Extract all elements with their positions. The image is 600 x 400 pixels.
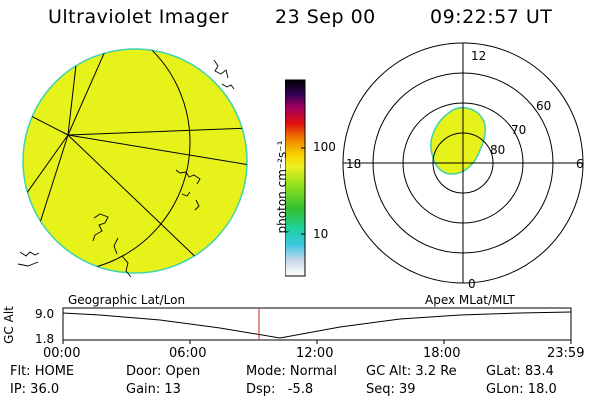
altitude-axis-label: GC Alt [2, 306, 16, 344]
mlt-label-18: 18 [346, 157, 361, 171]
apex-caption: Apex MLat/MLT [425, 293, 515, 307]
ip-value: IP: 36.0 [10, 382, 60, 397]
geo-latitude: GLat: 83.4 [486, 364, 554, 379]
uv-image-disk [22, 48, 248, 274]
flight-status: Flt: HOME [10, 364, 75, 379]
mlt-label-12: 12 [471, 49, 486, 63]
geo-longitude: GLon: 18.0 [486, 382, 557, 397]
mlat-label-60: 60 [536, 99, 551, 113]
mlt-label-6: 6 [576, 157, 584, 171]
mlat-label-80: 80 [490, 143, 505, 157]
mlat-label-70: 70 [511, 123, 526, 137]
gain-value: Gain: 13 [126, 382, 181, 397]
colorbar-tick-100: 100 [313, 140, 336, 154]
app-title: Ultraviolet Imager [48, 6, 230, 28]
time-tick-1800: 18:00 [423, 346, 461, 361]
colorbar [285, 79, 306, 277]
door-status: Door: Open [126, 364, 201, 379]
time-tick-1200: 12:00 [296, 346, 334, 361]
time-tick-0600: 06:00 [169, 346, 207, 361]
altitude-curve [62, 311, 572, 339]
polar-plot: 12 18 6 0 60 70 80 [342, 42, 584, 290]
mode-status: Mode: Normal [246, 364, 337, 379]
altitude-tick-1-8: 1.8 [35, 332, 55, 346]
geographic-image-panel [17, 48, 248, 278]
sequence-value: Seq: 39 [366, 382, 416, 397]
geographic-caption: Geographic Lat/Lon [68, 293, 186, 307]
mlt-label-0: 0 [468, 277, 476, 290]
gc-altitude: GC Alt: 3.2 Re [366, 364, 457, 379]
colorbar-unit-label: photon cm⁻²s⁻¹ [275, 140, 289, 234]
altitude-tick-9: 9.0 [35, 307, 55, 321]
colorbar-tick-10: 10 [313, 227, 329, 241]
altitude-frame [62, 307, 572, 341]
time-tick-0000: 00:00 [43, 346, 81, 361]
auroral-oval [430, 106, 487, 175]
altitude-strip [62, 307, 572, 344]
coastline-outlines [17, 59, 235, 278]
dsp-value: Dsp: -5.8 [246, 382, 314, 397]
time-tick-2359: 23:59 [547, 346, 585, 361]
header-time: 09:22:57 UT [430, 6, 553, 28]
header-date: 23 Sep 00 [275, 6, 376, 28]
